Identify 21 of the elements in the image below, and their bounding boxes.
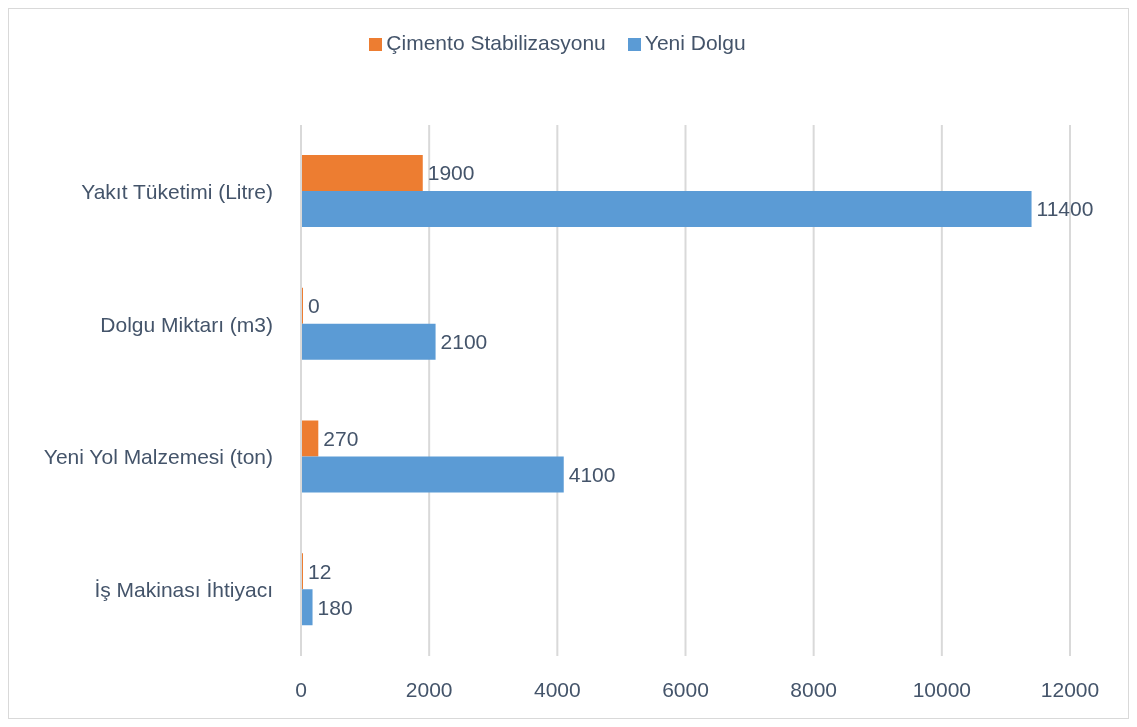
data-label: 11400 — [1036, 197, 1094, 221]
y-tick-label: Yakıt Tüketimi (Litre) — [81, 179, 273, 203]
legend-label: Yeni Dolgu — [644, 31, 746, 54]
data-label: 0 — [308, 294, 320, 318]
x-tick-label: 6000 — [662, 677, 709, 701]
data-label: 270 — [323, 426, 359, 450]
x-tick-label: 10000 — [912, 677, 972, 701]
data-label: 1900 — [427, 161, 475, 185]
data-label: 4100 — [568, 462, 616, 486]
x-tick-label: 2000 — [405, 677, 453, 701]
data-label: 180 — [317, 595, 353, 619]
x-tick-label: 12000 — [1040, 677, 1100, 701]
x-tick-label: 0 — [295, 677, 307, 701]
y-tick-label: İş Makinası İhtiyacı — [94, 578, 273, 602]
x-tick-label: 4000 — [533, 677, 581, 701]
y-tick-label: Yeni Yol Malzemesi (ton) — [43, 445, 273, 469]
x-tick-label: 8000 — [790, 677, 838, 701]
y-tick-label: Dolgu Miktarı (m3) — [100, 312, 273, 336]
data-label: 12 — [308, 559, 332, 583]
data-label: 2100 — [440, 330, 488, 354]
legend-label: Çimento Stabilizasyonu — [386, 31, 606, 54]
